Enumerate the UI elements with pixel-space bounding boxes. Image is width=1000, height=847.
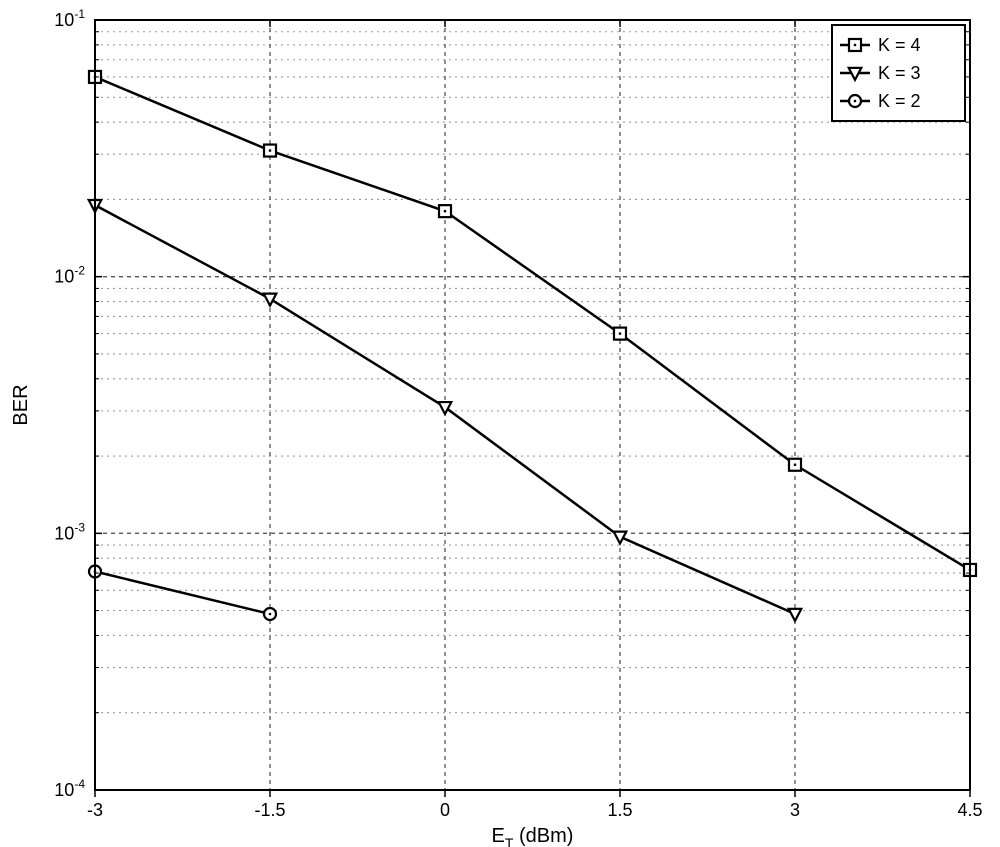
legend-label: K = 3 [878, 63, 921, 83]
x-tick-label: 4.5 [957, 800, 982, 820]
x-tick-label: -3 [87, 800, 103, 820]
legend-label: K = 4 [878, 35, 921, 55]
legend: K = 4 K = 3 K = 2 [832, 25, 965, 121]
x-tick-label: 3 [790, 800, 800, 820]
x-tick-label: -1.5 [254, 800, 285, 820]
legend-label: K = 2 [878, 91, 921, 111]
chart-container: -3-1.501.534.510-410-310-210-1ET (dBm)BE… [0, 0, 1000, 847]
y-axis-label: BER [10, 384, 32, 425]
x-axis-label: ET (dBm) [492, 825, 574, 847]
x-tick-label: 1.5 [607, 800, 632, 820]
ber-chart: -3-1.501.534.510-410-310-210-1ET (dBm)BE… [0, 0, 1000, 847]
x-tick-label: 0 [440, 800, 450, 820]
